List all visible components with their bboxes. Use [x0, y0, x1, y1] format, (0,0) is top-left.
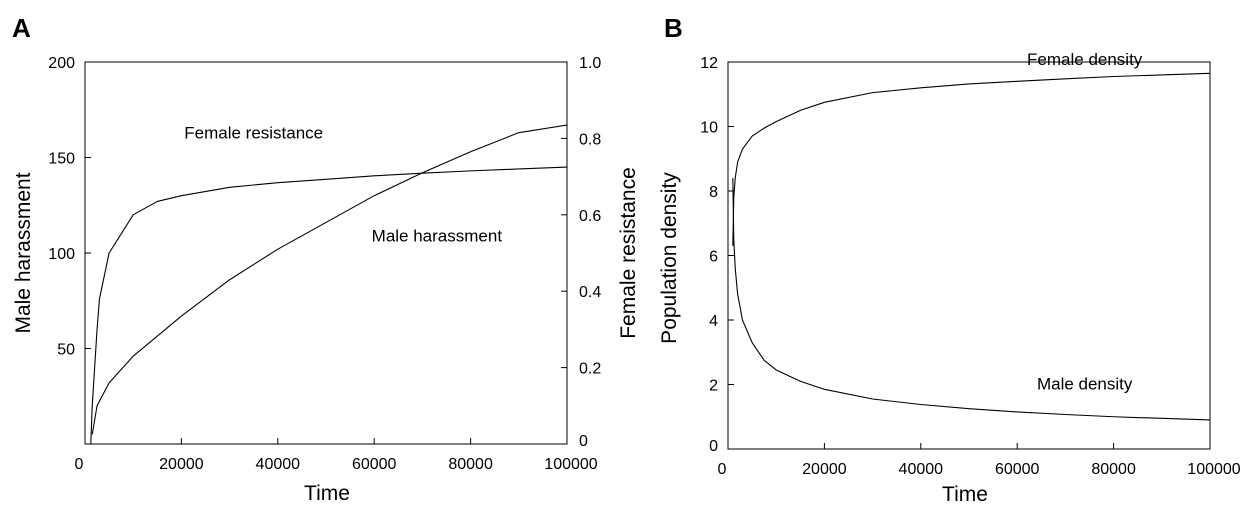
series-line-female-resistance: [90, 166, 568, 445]
x-tick-label-a-4: 80000: [448, 456, 493, 473]
series-line-female-density: [732, 72, 1211, 246]
y-tick-label-right-a-2: 0.4: [579, 284, 601, 301]
annotation-female-density: Female density: [1027, 50, 1143, 69]
x-tick-label-a-5: 100000: [544, 456, 597, 473]
y-tick-label-b-6: 12: [700, 55, 718, 72]
x-axis-label-a: Time: [304, 482, 350, 505]
y-tick-label-b-5: 10: [700, 120, 718, 137]
x-tick-label-b-2: 40000: [899, 461, 944, 478]
annotations-a: Female resistance Male harassment: [184, 123, 502, 245]
y-tick-label-right-a-0: 0: [579, 433, 588, 450]
y-tick-label-b-4: 8: [709, 184, 718, 201]
plot-frame-a: [84, 61, 568, 445]
x-tick-label-b-1: 20000: [802, 461, 847, 478]
y-tick-label-a-2: 150: [48, 151, 75, 168]
annotation-female-resistance: Female resistance: [184, 123, 323, 142]
annotation-male-harassment: Male harassment: [372, 227, 503, 246]
y-ticks-b: 0 2 4 6 8 10 12: [700, 55, 734, 455]
series-line-male-harassment: [91, 124, 568, 435]
x-tick-label-a-1: 20000: [159, 456, 204, 473]
y-tick-label-a-3: 200: [48, 55, 75, 72]
y-tick-label-a-1: 100: [48, 246, 75, 263]
series-line-male-density: [732, 178, 1211, 421]
y-tick-label-b-0: 0: [709, 438, 718, 455]
x-ticks-a: 0 20000 40000 60000 80000 100000: [75, 438, 598, 473]
x-tick-label-a-3: 60000: [352, 456, 397, 473]
y-axis-label-a: Male harassment: [12, 172, 35, 333]
y-tick-label-a-0: 50: [57, 342, 75, 359]
x-tick-label-b-5: 100000: [1187, 461, 1240, 478]
x-tick-label-b-4: 80000: [1091, 461, 1136, 478]
panel-letter-a: A: [12, 13, 31, 43]
y-tick-label-right-a-5: 1.0: [579, 55, 601, 72]
y-tick-label-b-3: 6: [709, 249, 718, 266]
y-ticks-right-a: 0 0.2 0.4 0.6 0.8 1.0: [561, 55, 601, 450]
x-tick-label-b-0: 0: [718, 461, 727, 478]
x-tick-label-a-2: 40000: [256, 456, 301, 473]
annotation-male-density: Male density: [1037, 374, 1133, 393]
y-tick-label-right-a-3: 0.6: [579, 208, 601, 225]
series-lines-a: [90, 124, 568, 445]
x-tick-label-b-3: 60000: [995, 461, 1040, 478]
series-lines-b: [732, 72, 1211, 421]
x-axis-label-b: Time: [942, 483, 988, 506]
annotations-b: Female density Male density: [1027, 50, 1143, 393]
y-axis-label-b: Population density: [658, 172, 681, 344]
x-ticks-b: 0 20000 40000 60000 80000 100000: [718, 443, 1241, 478]
y-ticks-a: 50 100 150 200: [48, 55, 91, 359]
panel-a: A 0 20000 40000 60000 80000 100000 50 100 150 20…: [12, 13, 640, 505]
panel-letter-b: B: [664, 13, 683, 43]
y-tick-label-b-2: 4: [709, 313, 718, 330]
x-tick-label-a-0: 0: [75, 456, 84, 473]
y-tick-label-b-1: 2: [709, 378, 718, 395]
y-axis-label-right-a: Female resistance: [617, 167, 640, 339]
plot-frame-b: [727, 61, 1211, 450]
y-tick-label-right-a-4: 0.8: [579, 131, 601, 148]
y-tick-label-right-a-1: 0.2: [579, 361, 601, 378]
panel-b: B 0 20000 40000 60000 80000 100000 024681012 …: [658, 13, 1241, 506]
